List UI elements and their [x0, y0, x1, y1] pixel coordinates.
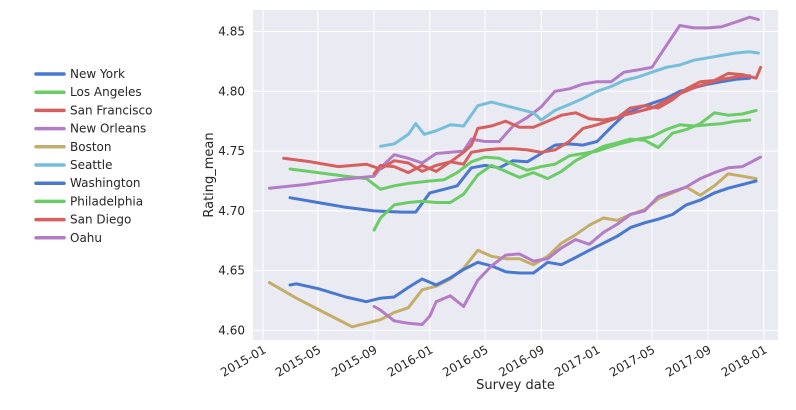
legend-label: San Diego: [70, 213, 131, 227]
legend-label: Washington: [70, 176, 141, 190]
legend-item: Los Angeles: [34, 85, 142, 99]
legend-label: Philadelphia: [70, 194, 143, 208]
legend-item: Washington: [34, 176, 141, 190]
series-line-washington: [288, 179, 758, 304]
legend-item: Philadelphia: [34, 194, 143, 208]
legend-item: San Francisco: [34, 103, 152, 117]
series-line-los-angeles: [288, 118, 752, 191]
x-tick-label: 2015-09: [329, 342, 379, 379]
x-tick-label: 2016-09: [496, 342, 546, 379]
legend-item: San Diego: [34, 213, 131, 227]
legend-item: New York: [34, 67, 125, 81]
y-tick-label: 4.65: [218, 264, 245, 278]
series-line-oahu: [372, 155, 763, 326]
legend-item: Oahu: [34, 231, 102, 245]
legend-label: New York: [70, 67, 125, 81]
x-tick-label: 2017-05: [607, 342, 657, 379]
x-tick-label: 2018-01: [719, 342, 769, 379]
legend-label: San Francisco: [70, 103, 152, 117]
x-axis-label: Survey date: [476, 378, 555, 393]
x-tick-label: 2015-01: [218, 342, 268, 379]
x-tick-label: 2016-05: [440, 342, 490, 379]
series-line-san-diego: [372, 65, 763, 176]
legend-label: Oahu: [70, 231, 102, 245]
x-tick-label: 2017-09: [663, 342, 713, 379]
series-line-philadelphia: [372, 108, 758, 232]
x-tick-label: 2017-01: [552, 342, 602, 379]
legend-item: Boston: [34, 140, 111, 154]
x-tick-label: 2016-01: [385, 342, 435, 379]
legend-label: Boston: [70, 140, 111, 154]
y-axis-label: Rating_mean: [202, 132, 217, 217]
x-tick-label: 2015-05: [273, 342, 323, 379]
legend-item: New Orleans: [34, 122, 146, 136]
legend-label: Los Angeles: [70, 85, 142, 99]
legend-label: New Orleans: [70, 122, 146, 136]
legend-label: Seattle: [70, 158, 112, 172]
series-line-new-orleans: [267, 15, 760, 190]
y-tick-label: 4.80: [218, 84, 245, 98]
y-tick-label: 4.85: [218, 25, 245, 39]
y-tick-label: 4.75: [218, 144, 245, 158]
series-lines: [267, 15, 763, 329]
y-tick-label: 4.70: [218, 204, 245, 218]
legend: New York Los Angeles San Francisco New Orle…: [34, 67, 152, 245]
series-line-seattle: [379, 50, 760, 148]
legend-item: Seattle: [34, 158, 112, 172]
y-tick-label: 4.60: [218, 323, 245, 337]
